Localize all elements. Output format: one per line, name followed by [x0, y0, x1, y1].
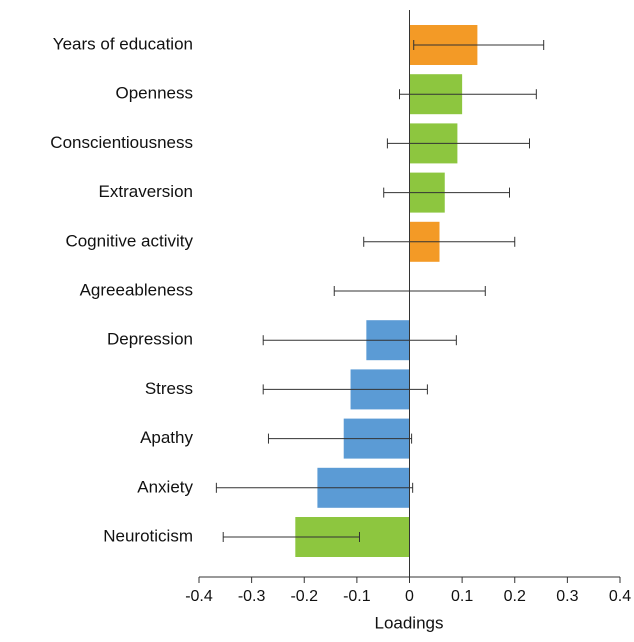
category-label: Apathy [140, 428, 193, 447]
x-tick-label: 0.3 [556, 588, 578, 605]
x-tick-label: -0.3 [238, 588, 266, 605]
category-label: Years of education [53, 34, 193, 53]
category-label: Cognitive activity [65, 231, 193, 250]
x-tick-label: 0.4 [609, 588, 631, 605]
x-tick-label: 0.1 [451, 588, 473, 605]
x-tick-label: 0 [405, 588, 414, 605]
x-tick-label: -0.2 [290, 588, 318, 605]
x-tick-label: 0.2 [504, 588, 526, 605]
x-tick-label: -0.1 [343, 588, 371, 605]
category-label: Anxiety [137, 477, 193, 496]
category-label: Extraversion [99, 182, 193, 201]
x-tick-label: -0.4 [185, 588, 213, 605]
category-label: Agreeableness [80, 280, 193, 299]
category-label: Openness [116, 84, 194, 103]
category-label: Stress [145, 379, 193, 398]
x-axis-label: Loadings [374, 613, 443, 632]
category-label: Conscientiousness [50, 133, 193, 152]
category-label: Depression [107, 330, 193, 349]
category-label: Neuroticism [103, 526, 193, 545]
